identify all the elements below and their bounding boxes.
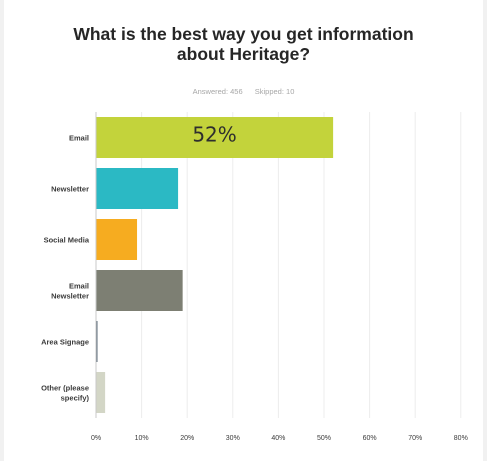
category-label-line: Email [69, 134, 89, 143]
category-label-line: specify) [61, 394, 90, 403]
chart-title-line-2: about Heritage? [176, 44, 311, 64]
category-label: Email Newsletter [51, 282, 89, 301]
bar [96, 270, 183, 311]
x-tick-label: 60% [363, 435, 377, 442]
skipped-count: Skipped: 10 [254, 87, 295, 96]
chart-title-line-1: What is the best way you get information [73, 24, 414, 44]
bar [96, 168, 179, 209]
bar [96, 117, 334, 158]
category-label-line: Newsletter [51, 185, 89, 194]
bar [96, 321, 98, 362]
x-tick-label: 80% [454, 435, 468, 442]
data-label: 52% [192, 123, 236, 147]
bar [96, 372, 106, 413]
response-stats: Answered: 456 Skipped: 10 [0, 87, 487, 96]
category-label-line: Area Signage [41, 338, 89, 347]
category-label-line: Social Media [44, 236, 90, 245]
x-tick-label: 70% [408, 435, 422, 442]
x-tick-label: 10% [135, 435, 149, 442]
x-tick-label: 0% [91, 435, 101, 442]
category-label-line: Email [69, 282, 89, 291]
category-label: Newsletter [51, 185, 89, 194]
bar [96, 219, 138, 260]
category-label: Area Signage [41, 338, 89, 347]
category-label: Social Media [44, 236, 90, 245]
category-label-line: Other (please [41, 384, 89, 393]
chart-title: What is the best way you get information… [0, 24, 487, 64]
category-label: Email [69, 134, 89, 143]
x-tick-label: 40% [271, 435, 285, 442]
chart-card [4, 0, 483, 461]
x-tick-label: 50% [317, 435, 331, 442]
answered-count: Answered: 456 [192, 87, 243, 96]
x-tick-label: 20% [180, 435, 194, 442]
category-label-line: Newsletter [51, 292, 89, 301]
x-tick-label: 30% [226, 435, 240, 442]
category-label: Other (please specify) [41, 384, 89, 403]
